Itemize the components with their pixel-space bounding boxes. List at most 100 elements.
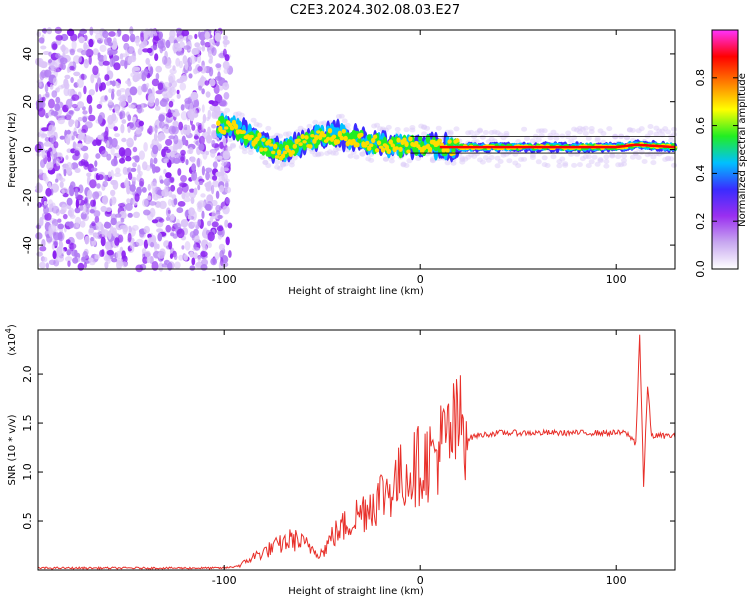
spectrogram-noise-cell — [102, 30, 109, 39]
spectrogram-noise-cell — [130, 167, 137, 172]
spectrogram-noise-cell — [209, 216, 214, 223]
spectrogram-noise-cell — [217, 214, 223, 220]
spectrogram-halo-cell — [565, 134, 572, 140]
spectrogram-halo-cell — [368, 157, 375, 163]
spectrogram-noise-cell — [66, 129, 71, 135]
spectrogram-noise-cell — [211, 139, 216, 148]
spectrogram-halo-cell — [647, 130, 654, 136]
spectrogram-noise-cell — [127, 232, 132, 243]
spectrogram-noise-cell — [56, 255, 65, 263]
spectrogram-noise-cell — [82, 106, 86, 111]
spectrogram-noise-cell — [173, 254, 178, 260]
spectrogram-noise-cell — [211, 124, 217, 129]
spectrogram-noise-cell — [165, 172, 172, 179]
spectrogram-noise-cell — [147, 195, 152, 201]
spectrogram-noise-cell — [57, 117, 65, 125]
spectrogram-noise-cell — [183, 254, 188, 261]
spectrogram-noise-cell — [191, 163, 197, 172]
spectrogram-noise-cell — [40, 101, 46, 109]
spectrogram-halo-cell — [353, 154, 360, 160]
spectrogram-noise-cell — [222, 205, 230, 215]
spectrogram-halo-cell — [359, 151, 366, 157]
spectrogram-noise-cell — [107, 42, 113, 47]
spectrogram-noise-cell — [185, 129, 190, 136]
spectrogram-noise-cell — [48, 259, 56, 266]
spectrogram-noise-cell — [223, 92, 230, 100]
spectrogram-noise-cell — [148, 125, 153, 135]
spectrogram-noise-cell — [128, 104, 136, 109]
colorbar-label: Normalized spectral amplitude — [737, 73, 748, 227]
spectrogram-noise-cell — [35, 232, 43, 240]
spectrogram-halo-cell — [468, 129, 475, 135]
spectrogram-noise-cell — [119, 110, 126, 119]
spectrogram-noise-cell — [73, 131, 78, 137]
spectrogram-ridge-cell — [341, 129, 346, 134]
spectrogram-noise-cell — [69, 214, 76, 219]
spectrogram-noise-cell — [173, 134, 179, 145]
spectrogram-ridge-cell — [343, 135, 348, 142]
colorbar-tick-label: 0.2 — [694, 212, 707, 230]
snr-exponent: (x104) — [4, 324, 18, 356]
spectrogram-ridge-cell — [282, 150, 288, 155]
spectrogram-noise-cell — [75, 143, 79, 150]
spectrogram-noise-cell — [77, 101, 84, 109]
spectrogram-noise-cell — [184, 60, 189, 71]
spectrogram-noise-cell — [193, 228, 199, 236]
spectrogram-noise-cell — [200, 264, 208, 271]
spectrogram-noise-cell — [127, 212, 133, 218]
spectrogram-noise-cell — [175, 27, 183, 35]
spectrogram-halo-cell — [668, 138, 675, 143]
spectrogram-ridge-cell — [271, 150, 276, 155]
spectrogram-noise-cell — [59, 57, 68, 65]
spectrogram-noise-cell — [143, 28, 151, 38]
spectrogram-noise-cell — [38, 107, 46, 118]
spectrogram-y-axis-label: Frequency (Hz) — [7, 112, 18, 188]
spectrogram-noise-cell — [156, 228, 164, 233]
spectrogram-ridge-cell — [259, 147, 264, 152]
spectrogram-noise-cell — [124, 60, 128, 69]
spectrogram-noise-cell — [186, 125, 191, 130]
spectrogram-noise-cell — [51, 202, 56, 209]
spectrogram-noise-cell — [134, 155, 140, 163]
spectrogram-noise-cell — [140, 32, 145, 42]
spectrogram-noise-cell — [189, 251, 194, 258]
spectrogram-halo-cell — [382, 156, 389, 162]
spectrogram-noise-cell — [96, 104, 103, 109]
spectrogram-noise-cell — [84, 121, 93, 129]
spectrogram-noise-cell — [200, 193, 206, 198]
spectrogram-halo-cell — [238, 112, 245, 118]
spectrogram-noise-cell — [37, 169, 44, 175]
snr-series-line — [37, 334, 676, 571]
spectrogram-noise-cell — [213, 84, 220, 95]
spectrogram-noise-cell — [126, 198, 131, 204]
spectrogram-noise-cell — [209, 39, 216, 48]
spectrogram-noise-cell — [214, 32, 222, 42]
spectrogram-halo-cell — [571, 135, 578, 141]
spectrogram-noise-cell — [52, 250, 57, 260]
spectrogram-noise-cell — [119, 225, 128, 230]
colorbar-tick-label: 0.4 — [694, 165, 707, 183]
spectrogram-noise-cell — [146, 47, 153, 54]
spectrogram-noise-cell — [206, 134, 212, 144]
spectrogram-ridge-cell — [325, 136, 331, 141]
spectrogram-halo-cell — [341, 118, 348, 124]
spectrogram-noise-cell — [92, 232, 99, 238]
spectrogram-noise-cell — [187, 215, 191, 220]
spectrogram-halo-cell — [585, 135, 592, 141]
spectrogram-x-tick-label: -100 — [212, 273, 237, 286]
spectrogram-noise-cell — [108, 99, 113, 106]
spectrogram-noise-cell — [215, 155, 223, 160]
spectrogram-noise-cell — [103, 222, 112, 229]
spectrogram-noise-cell — [212, 161, 218, 169]
spectrogram-x-tick-label: 100 — [606, 273, 627, 286]
spectrogram-y-tick-label: 20 — [21, 95, 34, 109]
spectrogram-noise-cell — [219, 185, 225, 193]
spectrogram-halo-cell — [641, 159, 648, 164]
spectrogram-cells — [34, 26, 678, 273]
spectrogram-noise-cell — [52, 77, 58, 86]
spectrogram-noise-cell — [208, 66, 214, 77]
spectrogram-noise-cell — [193, 252, 198, 260]
spectrogram-noise-cell — [115, 167, 121, 174]
spectrogram-noise-cell — [40, 159, 46, 169]
snr-x-tick-label: -100 — [212, 574, 237, 587]
